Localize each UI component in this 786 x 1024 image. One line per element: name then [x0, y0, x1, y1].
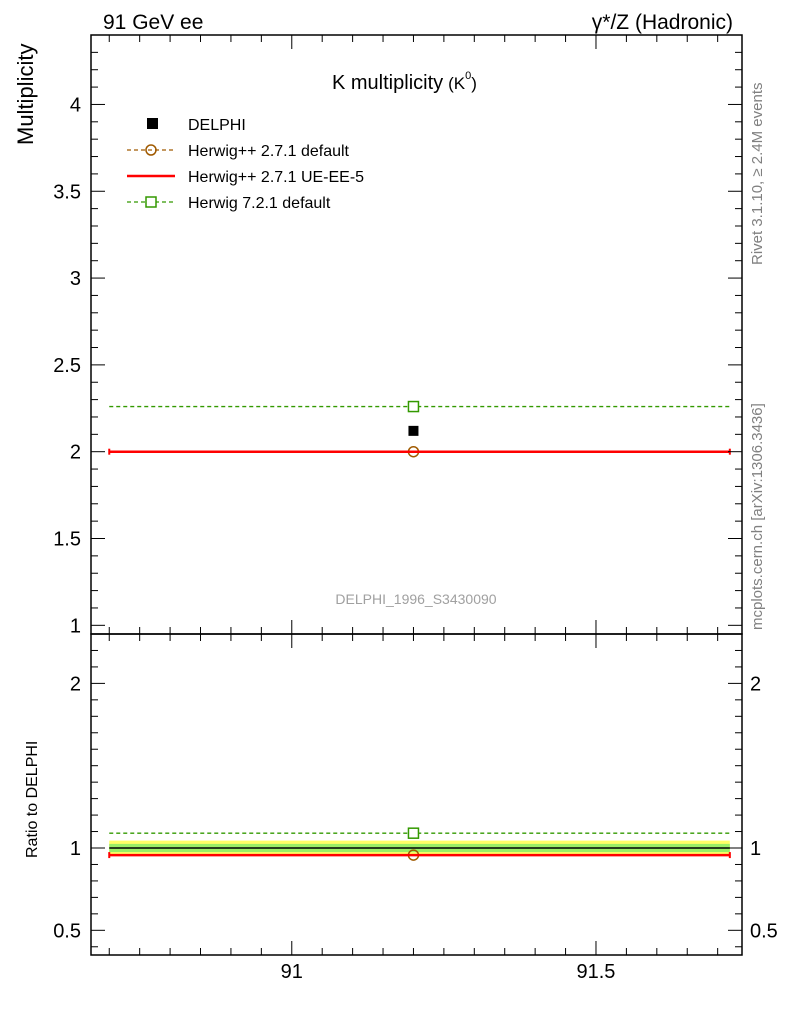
ytick-label: 2: [70, 442, 81, 464]
analysis-watermark: DELPHI_1996_S3430090: [335, 591, 496, 607]
legend: DELPHI Herwig++ 2.7.1 default Herwig++ 2…: [127, 117, 364, 212]
ratio-ylabel: Ratio to DELPHI: [24, 741, 41, 858]
ratio-panel: 0.5 0.5 1 1 2 2 91 91.5: [53, 633, 778, 983]
mcplots-label: mcplots.cern.ch [arXiv:1306.3436]: [749, 403, 766, 630]
legend-label-herwigpp-ueee5: Herwig++ 2.7.1 UE-EE-5: [188, 169, 364, 186]
data-point-3-0: [407, 400, 420, 413]
header-left: 91 GeV ee: [103, 11, 203, 34]
legend-label-herwigpp-default: Herwig++ 2.7.1 default: [188, 143, 350, 160]
xtick-label: 91.5: [577, 961, 616, 983]
rivet-label: Rivet 3.1.10, ≥ 2.4M events: [749, 83, 766, 266]
ratio-ytick-label: 1: [70, 838, 81, 860]
ytick-label: 1: [70, 615, 81, 637]
ratio-ytick-label-right: 2: [750, 673, 761, 695]
legend-label-herwig7-default: Herwig 7.2.1 default: [188, 195, 331, 212]
ytick-label: 3.5: [53, 181, 81, 203]
main-ylabel: Multiplicity: [13, 44, 38, 145]
xtick-label: 91: [281, 961, 303, 983]
header-right: γ*/Z (Hadronic): [592, 11, 733, 34]
ratio-ytick-label: 0.5: [53, 920, 81, 942]
ytick-label: 4: [70, 94, 81, 116]
ratio-data-point-2-0: [407, 827, 420, 839]
legend-label-delphi: DELPHI: [188, 117, 246, 134]
ratio-ytick-label-right: 1: [750, 838, 761, 860]
chart-title: K multiplicity (K0): [332, 70, 477, 94]
legend-marker-herwig7-default: [145, 196, 157, 208]
ytick-label: 3: [70, 268, 81, 290]
ratio-frame: [90, 633, 743, 956]
legend-marker-delphi: [147, 118, 158, 129]
ytick-label: 1.5: [53, 529, 81, 551]
data-point-0-0: [408, 425, 419, 436]
ratio-ytick-label-right: 0.5: [750, 920, 778, 942]
legend-marker-herwigpp-default: [145, 144, 157, 156]
ytick-label: 2.5: [53, 355, 81, 377]
main-panel: 1 1.5 2 2.5 3 3.5 4: [53, 34, 743, 637]
ratio-ytick-label: 2: [70, 673, 81, 695]
